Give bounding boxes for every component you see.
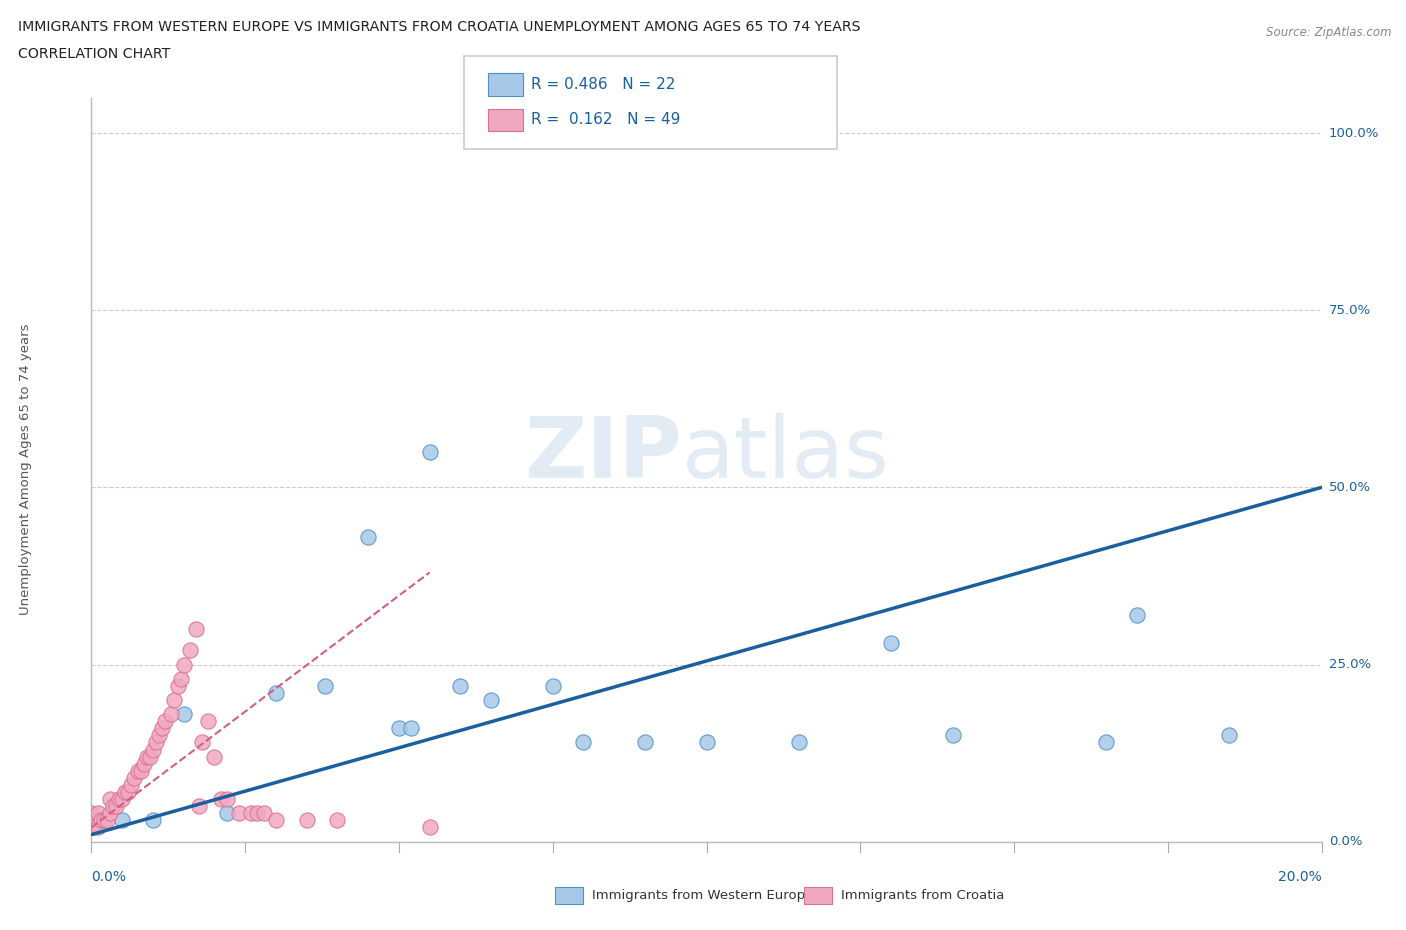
Point <box>120 777 142 792</box>
Text: ZIP: ZIP <box>524 413 682 497</box>
Point <box>399 721 422 736</box>
Point <box>105 799 127 814</box>
Point <box>326 813 349 828</box>
Text: R = 0.486   N = 22: R = 0.486 N = 22 <box>531 77 676 92</box>
Point <box>215 791 238 806</box>
Point <box>419 820 441 835</box>
Point <box>114 785 136 800</box>
Text: IMMIGRANTS FROM WESTERN EUROPE VS IMMIGRANTS FROM CROATIA UNEMPLOYMENT AMONG AGE: IMMIGRANTS FROM WESTERN EUROPE VS IMMIGR… <box>18 20 860 34</box>
Text: 0.0%: 0.0% <box>1329 835 1362 848</box>
Point <box>83 820 105 835</box>
Point <box>246 806 269 821</box>
Point <box>941 728 963 743</box>
Text: 20.0%: 20.0% <box>1278 870 1322 884</box>
Point <box>163 693 186 708</box>
Text: 100.0%: 100.0% <box>1329 126 1379 140</box>
Point <box>80 806 103 821</box>
Point <box>96 813 118 828</box>
Point <box>449 678 471 693</box>
Point <box>90 813 112 828</box>
Point <box>1095 735 1118 750</box>
Point <box>129 764 152 778</box>
Text: atlas: atlas <box>682 413 890 497</box>
Point <box>541 678 564 693</box>
Point <box>880 636 903 651</box>
Point <box>173 707 195 722</box>
Point <box>184 621 207 636</box>
Point <box>388 721 411 736</box>
Point <box>479 693 502 708</box>
Text: Immigrants from Western Europe: Immigrants from Western Europe <box>592 889 813 902</box>
Point <box>173 658 195 672</box>
Point <box>264 813 287 828</box>
Point <box>86 820 108 835</box>
Point <box>695 735 717 750</box>
Point <box>169 671 191 686</box>
Point <box>240 806 263 821</box>
Point <box>357 529 380 544</box>
Point <box>228 806 250 821</box>
Point <box>111 791 134 806</box>
Point <box>188 799 211 814</box>
Point <box>142 742 165 757</box>
Point <box>191 735 214 750</box>
Point <box>1218 728 1240 743</box>
Point <box>215 806 238 821</box>
Point <box>153 713 177 728</box>
Point <box>80 820 103 835</box>
Point <box>787 735 810 750</box>
Point <box>108 791 131 806</box>
Point <box>160 707 183 722</box>
Text: 50.0%: 50.0% <box>1329 481 1371 494</box>
Point <box>117 785 139 800</box>
Point <box>145 735 167 750</box>
Text: Immigrants from Croatia: Immigrants from Croatia <box>841 889 1004 902</box>
Point <box>166 678 188 693</box>
Point <box>252 806 274 821</box>
Point <box>98 791 121 806</box>
Point <box>179 643 201 658</box>
Point <box>419 445 441 459</box>
Point <box>135 750 157 764</box>
Point <box>634 735 657 750</box>
Point <box>139 750 162 764</box>
Point <box>111 813 134 828</box>
Point <box>132 756 155 771</box>
Point <box>98 806 121 821</box>
Text: 25.0%: 25.0% <box>1329 658 1371 671</box>
Point <box>264 685 287 700</box>
Point <box>93 813 115 828</box>
Text: CORRELATION CHART: CORRELATION CHART <box>18 46 170 60</box>
Point <box>124 770 146 785</box>
Point <box>314 678 336 693</box>
Point <box>295 813 318 828</box>
Point <box>101 799 124 814</box>
Text: Source: ZipAtlas.com: Source: ZipAtlas.com <box>1267 26 1392 39</box>
Point <box>142 813 165 828</box>
Point <box>197 713 219 728</box>
Point <box>1126 607 1149 622</box>
Text: R =  0.162   N = 49: R = 0.162 N = 49 <box>531 113 681 127</box>
Text: 75.0%: 75.0% <box>1329 304 1371 317</box>
Point <box>148 728 170 743</box>
Point <box>86 806 108 821</box>
Point <box>127 764 149 778</box>
Point <box>150 721 173 736</box>
Point <box>572 735 595 750</box>
Point <box>202 750 225 764</box>
Text: 0.0%: 0.0% <box>91 870 127 884</box>
Point <box>209 791 232 806</box>
Text: Unemployment Among Ages 65 to 74 years: Unemployment Among Ages 65 to 74 years <box>18 324 32 616</box>
